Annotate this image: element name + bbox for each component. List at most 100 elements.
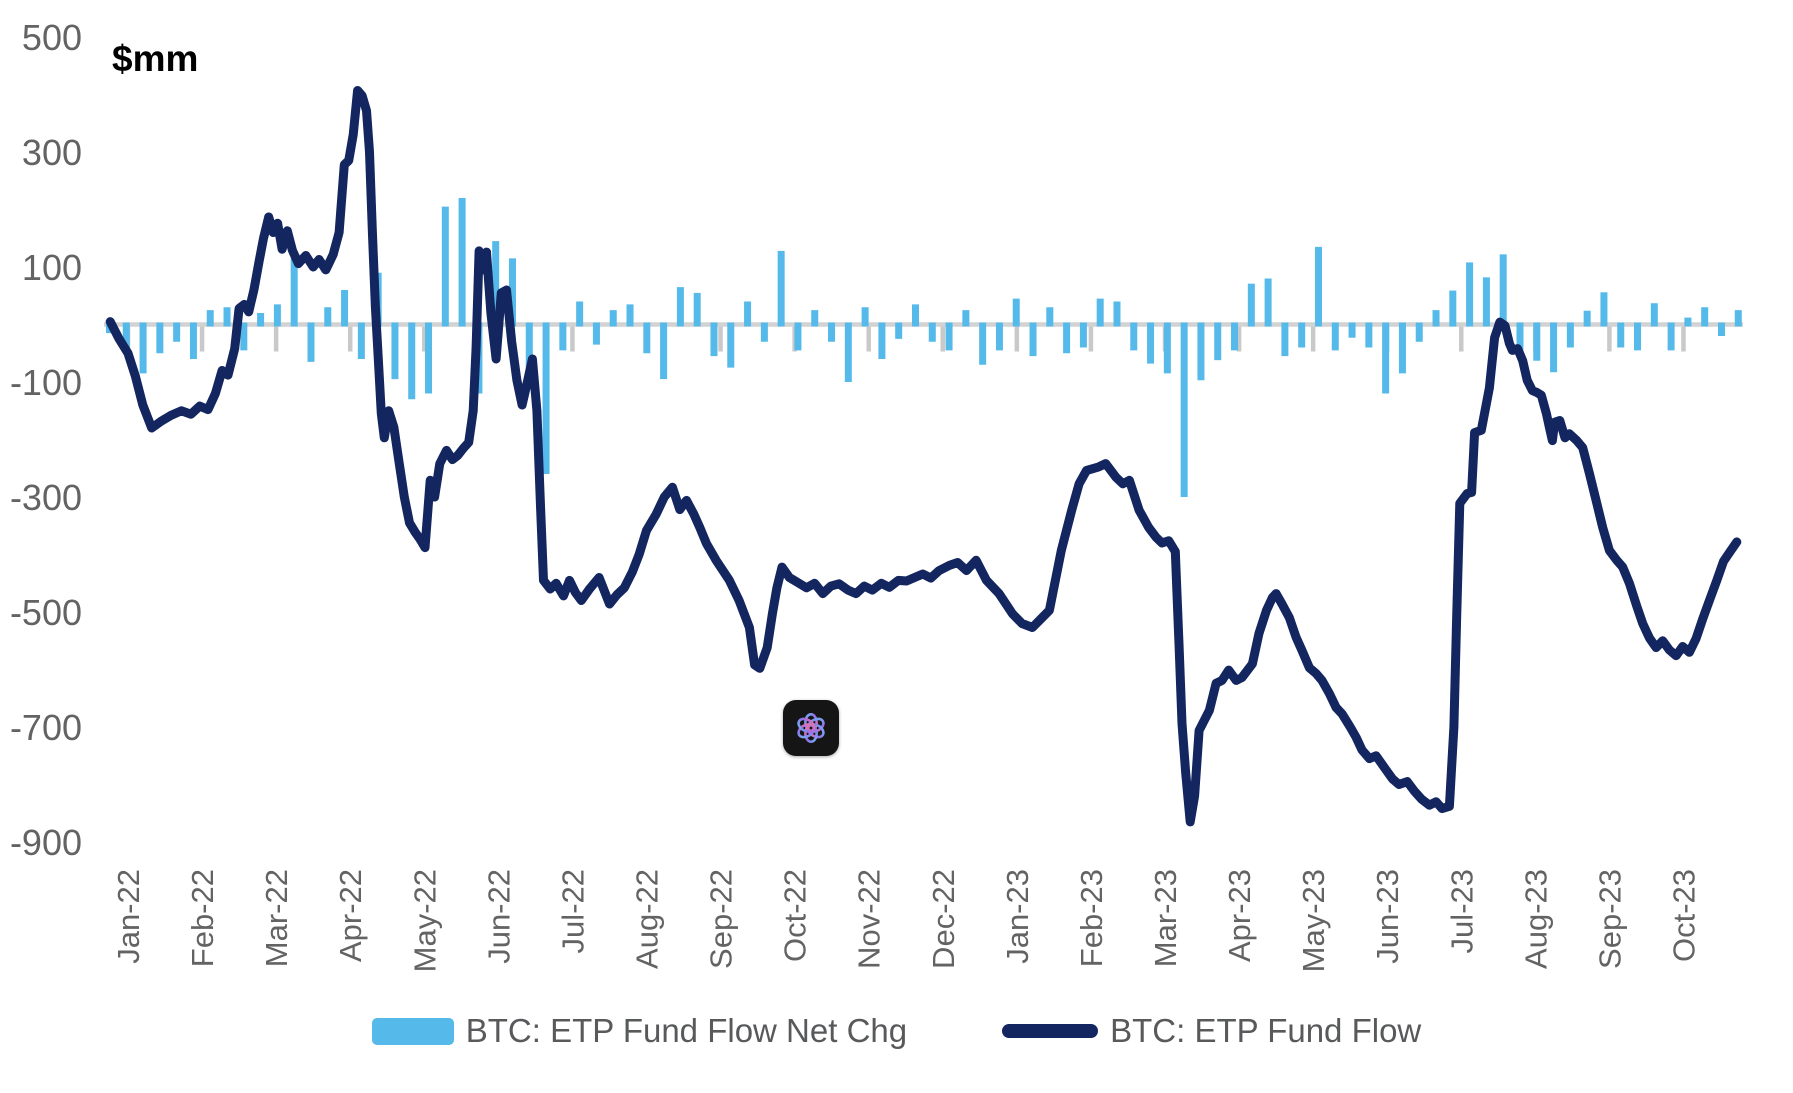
x-axis-tick-label: Apr-22 (333, 869, 368, 962)
net-chg-bar (458, 198, 466, 327)
line-series-swatch (1002, 1024, 1099, 1038)
net-chg-bar (189, 322, 197, 359)
net-chg-bar (1180, 322, 1188, 497)
net-chg-bar (357, 322, 365, 359)
net-chg-bar (1281, 322, 1289, 357)
month-tick (718, 322, 723, 352)
x-axis-tick-label: Mar-22 (259, 869, 294, 967)
net-chg-bar (1684, 317, 1692, 327)
net-chg-bar (1734, 310, 1742, 327)
net-chg-bar (1314, 246, 1322, 327)
x-axis-tick-label: Jun-22 (481, 869, 516, 964)
net-chg-bar (1046, 307, 1054, 327)
month-tick (940, 322, 946, 352)
net-chg-bar (1197, 322, 1205, 381)
net-chg-bar (676, 287, 684, 327)
net-chg-bar (760, 322, 768, 342)
y-axis-tick-label: -300 (10, 477, 82, 518)
month-tick (1236, 322, 1242, 352)
y-axis-tick-label: -900 (10, 822, 82, 863)
net-chg-bar (492, 241, 500, 327)
month-tick (1459, 322, 1464, 352)
net-chg-bar (995, 322, 1003, 351)
net-chg-bar (1130, 322, 1138, 351)
net-chg-bar (1247, 283, 1255, 327)
net-chg-bar (1029, 322, 1037, 357)
net-chg-bar (1163, 322, 1171, 374)
net-chg-bar (1331, 322, 1339, 351)
net-chg-bar (962, 310, 970, 327)
net-chg-bar (441, 206, 449, 327)
net-chg-bar (928, 322, 936, 342)
net-chg-bar (1432, 310, 1440, 327)
y-axis-tick-label: 100 (22, 247, 82, 288)
y-axis-tick-label: 300 (22, 132, 82, 173)
net-chg-bar (307, 322, 315, 362)
chart-canvas: 500 300 100 -100 -300 -500 -700 -900 Jan-22 Feb-2… (10, 17, 1743, 972)
chatgpt-logo-icon (783, 700, 839, 756)
net-chg-bar (1113, 301, 1121, 327)
net-chg-bar (794, 322, 802, 351)
net-chg-bar (727, 322, 735, 368)
x-axis-tick-label: Jan-23 (1000, 869, 1035, 964)
net-chg-bar (1415, 322, 1423, 342)
net-chg-bar (273, 304, 281, 327)
x-axis-tick-label: Aug-22 (629, 869, 664, 969)
net-chg-bar (1667, 322, 1675, 351)
net-chg-bar (1566, 322, 1574, 348)
axis-unit-label: $mm (112, 38, 199, 79)
x-axis-tick-label: Aug-23 (1518, 869, 1553, 969)
net-chg-bar (1717, 322, 1725, 336)
net-chg-bar (744, 301, 752, 327)
net-chg-bar (861, 307, 869, 327)
net-chg-bar (1482, 277, 1490, 327)
x-axis-tick-label: Jul-22 (555, 869, 590, 953)
net-chg-bar (1617, 322, 1625, 348)
month-tick (1088, 322, 1094, 352)
net-chg-bar (777, 250, 785, 327)
net-chg-bar (542, 322, 550, 474)
y-axis-tick-label: -500 (10, 592, 82, 633)
net-chg-bar (660, 322, 668, 380)
net-chg-bar (1063, 322, 1071, 354)
x-axis-tick-label: Jul-23 (1444, 869, 1479, 953)
legend-item-net-chg: BTC: ETP Fund Flow Net Chg (371, 1012, 908, 1050)
net-chg-bar (643, 322, 651, 354)
net-chg-bar (156, 322, 164, 354)
net-chg-bar (1600, 292, 1608, 327)
net-chg-bar (240, 322, 248, 351)
net-chg-bar (1012, 298, 1020, 327)
x-axis-tick-label: May-23 (1296, 869, 1331, 972)
net-chg-bar (945, 322, 953, 351)
legend: BTC: ETP Fund Flow Net Chg BTC: ETP Fund… (0, 1012, 1793, 1050)
net-chg-bar (1550, 322, 1558, 373)
net-chg-bar (1298, 322, 1306, 348)
net-chg-bar (257, 313, 265, 327)
net-chg-bar (878, 322, 886, 359)
month-tick (1607, 322, 1612, 352)
month-tick (422, 322, 427, 352)
net-chg-bar (1214, 322, 1222, 361)
net-chg-bar (508, 258, 516, 327)
bar-series-label: BTC: ETP Fund Flow Net Chg (465, 1012, 908, 1049)
net-chg-bar (425, 322, 433, 394)
net-chg-bar (844, 322, 852, 382)
net-chg-bar (979, 322, 987, 365)
net-chg-bar (1147, 322, 1155, 364)
x-axis-tick-label: Feb-23 (1074, 869, 1109, 967)
month-tick (866, 322, 871, 352)
net-chg-bar (576, 301, 584, 327)
month-tick (1681, 322, 1686, 352)
y-axis-tick-label: 500 (22, 17, 82, 58)
net-chg-bar (1365, 322, 1373, 348)
fund-flow-line (105, 86, 1742, 827)
x-axis-tick-label: Dec-22 (926, 869, 961, 969)
month-tick (273, 322, 279, 352)
net-chg-bar (1499, 254, 1507, 327)
net-chg-bar (173, 322, 181, 342)
net-chg-bar (206, 310, 214, 327)
net-chg-bar (895, 322, 903, 339)
net-chg-bar (391, 322, 399, 380)
net-chg-bar (559, 322, 567, 351)
month-tick (199, 322, 205, 352)
